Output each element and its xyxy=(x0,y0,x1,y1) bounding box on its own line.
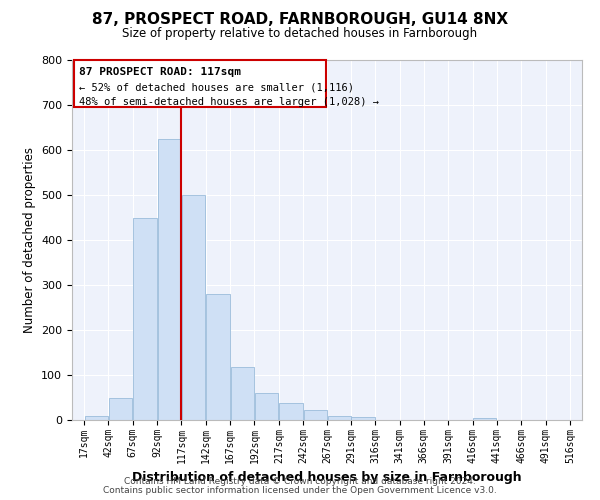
Bar xyxy=(182,195,205,420)
Bar xyxy=(74,60,326,108)
Bar xyxy=(255,393,278,420)
Bar xyxy=(109,398,133,420)
Bar xyxy=(206,294,230,420)
Bar xyxy=(230,367,254,420)
Bar xyxy=(158,138,181,420)
Text: 87, PROSPECT ROAD, FARNBOROUGH, GU14 8NX: 87, PROSPECT ROAD, FARNBOROUGH, GU14 8NX xyxy=(92,12,508,28)
Text: ← 52% of detached houses are smaller (1,116): ← 52% of detached houses are smaller (1,… xyxy=(79,82,354,92)
Text: 48% of semi-detached houses are larger (1,028) →: 48% of semi-detached houses are larger (… xyxy=(79,97,379,107)
Text: Contains public sector information licensed under the Open Government Licence v3: Contains public sector information licen… xyxy=(103,486,497,495)
Y-axis label: Number of detached properties: Number of detached properties xyxy=(23,147,35,333)
Bar xyxy=(133,218,157,420)
Bar xyxy=(85,416,108,420)
Text: Size of property relative to detached houses in Farnborough: Size of property relative to detached ho… xyxy=(122,28,478,40)
Text: 87 PROSPECT ROAD: 117sqm: 87 PROSPECT ROAD: 117sqm xyxy=(79,67,241,77)
Bar xyxy=(304,410,327,420)
Bar xyxy=(328,416,352,420)
Text: Contains HM Land Registry data © Crown copyright and database right 2024.: Contains HM Land Registry data © Crown c… xyxy=(124,477,476,486)
Bar xyxy=(351,417,375,420)
Bar xyxy=(473,418,496,420)
Bar xyxy=(279,404,303,420)
X-axis label: Distribution of detached houses by size in Farnborough: Distribution of detached houses by size … xyxy=(132,471,522,484)
